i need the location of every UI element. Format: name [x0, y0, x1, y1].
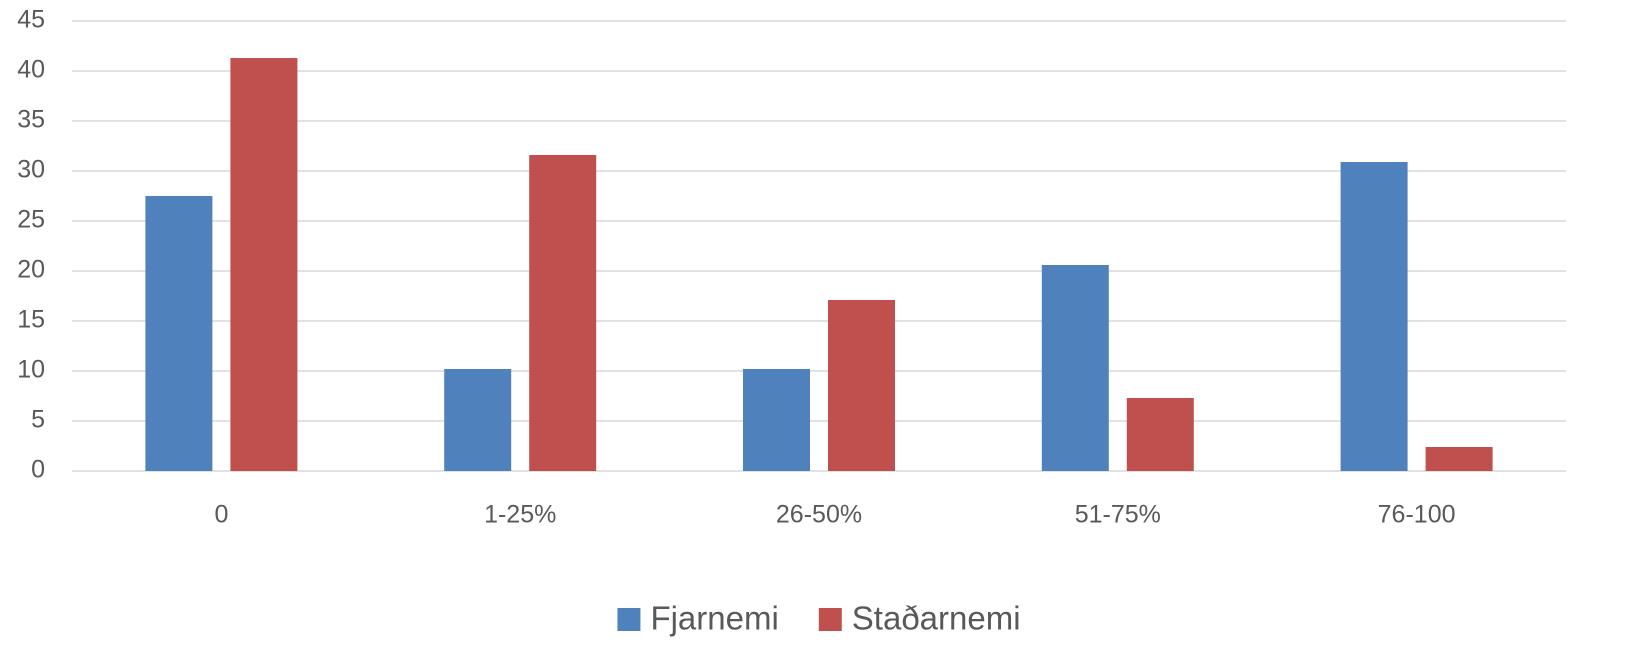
- y-tick-label: 10: [17, 356, 45, 384]
- bar: [529, 155, 597, 471]
- bar: [230, 58, 298, 471]
- y-tick-label: 0: [31, 456, 45, 484]
- legend-label: Fjarnemi: [650, 600, 778, 637]
- bar: [444, 369, 512, 471]
- x-tick-label: 51-75%: [1075, 501, 1161, 529]
- legend-swatch: [818, 608, 842, 631]
- legend-label: Staðarnemi: [852, 600, 1021, 637]
- bar: [145, 196, 213, 471]
- x-tick-label: 1-25%: [484, 501, 556, 529]
- legend-swatch: [617, 608, 641, 631]
- y-tick-label: 20: [17, 256, 45, 284]
- y-tick-label: 45: [17, 6, 45, 34]
- bar: [743, 369, 810, 471]
- bar: [1340, 162, 1408, 471]
- bar: [1126, 398, 1194, 471]
- y-tick-label: 40: [17, 56, 45, 84]
- bar: [1425, 447, 1493, 471]
- bar: [828, 300, 895, 471]
- x-tick-label: 26-50%: [776, 501, 862, 529]
- y-tick-label: 30: [17, 156, 45, 184]
- y-tick-label: 25: [17, 206, 45, 234]
- x-tick-label: 0: [214, 501, 228, 529]
- x-tick-label: 76-100: [1378, 501, 1456, 529]
- bar: [1041, 265, 1109, 471]
- y-tick-label: 5: [31, 406, 45, 434]
- y-tick-label: 15: [17, 306, 45, 334]
- y-tick-label: 35: [17, 106, 45, 134]
